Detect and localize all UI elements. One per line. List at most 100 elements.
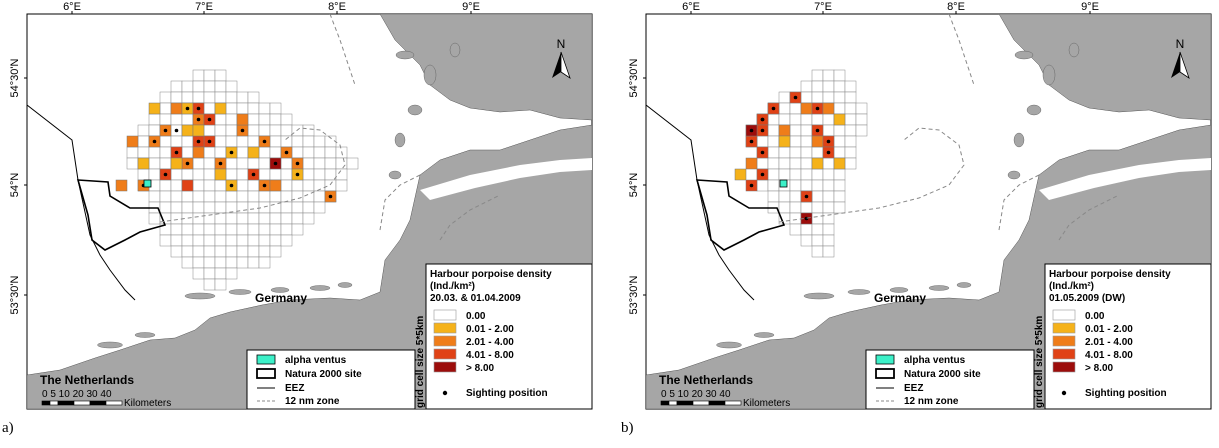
density-cell	[137, 157, 150, 170]
grid-cell	[214, 146, 227, 159]
sighting-point	[826, 150, 831, 155]
grid-cell	[811, 168, 824, 181]
scale-segment	[692, 400, 710, 406]
legend-class-label: 0.00	[1085, 311, 1105, 322]
grid-cell	[203, 157, 216, 170]
sighting-point	[218, 161, 223, 166]
grid-cell	[225, 212, 238, 225]
grid-cell-size-note: grid cell size 5*5km	[1034, 316, 1045, 408]
zone-12nm-line-coast	[1058, 194, 1120, 241]
scale-unit: Kilometers	[743, 398, 790, 409]
zone-12nm-line-inner	[159, 127, 346, 223]
legend-class-swatch	[433, 322, 457, 334]
zone-12nm-line-north	[948, 14, 975, 86]
sighting-point	[196, 106, 201, 111]
island	[309, 285, 331, 291]
legend-alpha-ventus-label: alpha ventus	[285, 355, 347, 366]
grid-cell	[192, 267, 205, 280]
grid-cell	[192, 212, 205, 225]
grid-cell	[800, 157, 813, 170]
grid-cell	[789, 124, 802, 137]
map-panel-a: Germany The Netherlands N 6°E 7°E 8°E 9°E 54°30…	[0, 0, 600, 443]
grid-cell	[170, 234, 183, 247]
lon-tick-label: 8°E	[328, 1, 346, 13]
grid-cell	[192, 168, 205, 181]
scale-segment	[660, 400, 670, 406]
legend-density-date: 20.03. & 01.04.2009	[430, 293, 521, 304]
grid-cell	[159, 113, 172, 126]
island	[134, 332, 156, 338]
grid-cell	[291, 201, 304, 214]
grid-cell	[291, 135, 304, 148]
scale-segment	[57, 400, 75, 406]
grid-cell	[247, 157, 260, 170]
grid-cell	[236, 102, 249, 115]
legend-class-label: > 8.00	[1085, 363, 1114, 374]
grid-cell	[269, 102, 282, 115]
grid-cell	[789, 190, 802, 203]
grid-cell	[225, 190, 238, 203]
legend-class-label: 4.01 - 8.00	[466, 350, 514, 361]
grid-cell	[302, 146, 315, 159]
scale-numbers: 0 5 10 20 30 40	[661, 389, 731, 400]
grid-cell	[800, 146, 813, 159]
grid-cell	[789, 157, 802, 170]
grid-cell	[800, 80, 813, 93]
caption-a: a)	[2, 420, 14, 436]
sighting-point	[760, 150, 765, 155]
grid-cell	[192, 223, 205, 236]
grid-cell	[214, 91, 227, 104]
grid-cell	[269, 124, 282, 137]
sighting-point	[771, 106, 776, 111]
legend-sighting-dot	[442, 390, 448, 396]
grid-cell	[833, 135, 846, 148]
sighting-point	[826, 139, 831, 144]
alpha-ventus-marker	[779, 179, 788, 188]
legend-alpha-ventus-label: alpha ventus	[904, 355, 966, 366]
legend-12nm-label: 12 nm zone	[904, 396, 959, 407]
density-cell	[745, 157, 758, 170]
grid-cell	[181, 223, 194, 236]
grid-cell	[291, 190, 304, 203]
grid-cell	[313, 190, 326, 203]
grid-cell	[247, 201, 260, 214]
grid-cell	[225, 80, 238, 93]
grid-cell	[192, 157, 205, 170]
sighting-point	[815, 106, 820, 111]
sighting-point	[749, 128, 754, 133]
grid-cell	[225, 267, 238, 280]
zone-12nm-line-east	[379, 174, 421, 231]
grid-cell	[247, 234, 260, 247]
legend-class-swatch	[433, 361, 457, 373]
grid-cell	[137, 124, 150, 137]
grid-cell	[192, 234, 205, 247]
land-north	[998, 14, 1211, 121]
legend-class-label: 2.01 - 4.00	[1085, 337, 1133, 348]
grid-cell	[822, 69, 835, 82]
density-cell	[181, 124, 194, 137]
sighting-point	[749, 139, 754, 144]
grid-cell	[800, 113, 813, 126]
grid-cell	[756, 179, 769, 192]
scale-segment	[105, 400, 123, 406]
sighting-point	[262, 183, 267, 188]
grid-cell	[203, 267, 216, 280]
grid-cell	[811, 190, 824, 203]
grid-cell	[236, 223, 249, 236]
grid-cell	[236, 212, 249, 225]
density-cell	[148, 102, 161, 115]
grid-cell	[225, 234, 238, 247]
grid-cell	[767, 190, 780, 203]
island	[97, 341, 123, 349]
grid-cell	[822, 124, 835, 137]
lon-tick-label: 6°E	[682, 1, 700, 13]
island	[1068, 42, 1080, 58]
grid-cell	[280, 168, 293, 181]
island	[270, 287, 290, 293]
grid-cell	[789, 102, 802, 115]
legend-natura-swatch	[256, 368, 276, 379]
grid-cell	[833, 201, 846, 214]
legend-alpha-ventus-swatch	[875, 354, 895, 365]
density-cell	[192, 146, 205, 159]
eez-line	[27, 104, 136, 301]
